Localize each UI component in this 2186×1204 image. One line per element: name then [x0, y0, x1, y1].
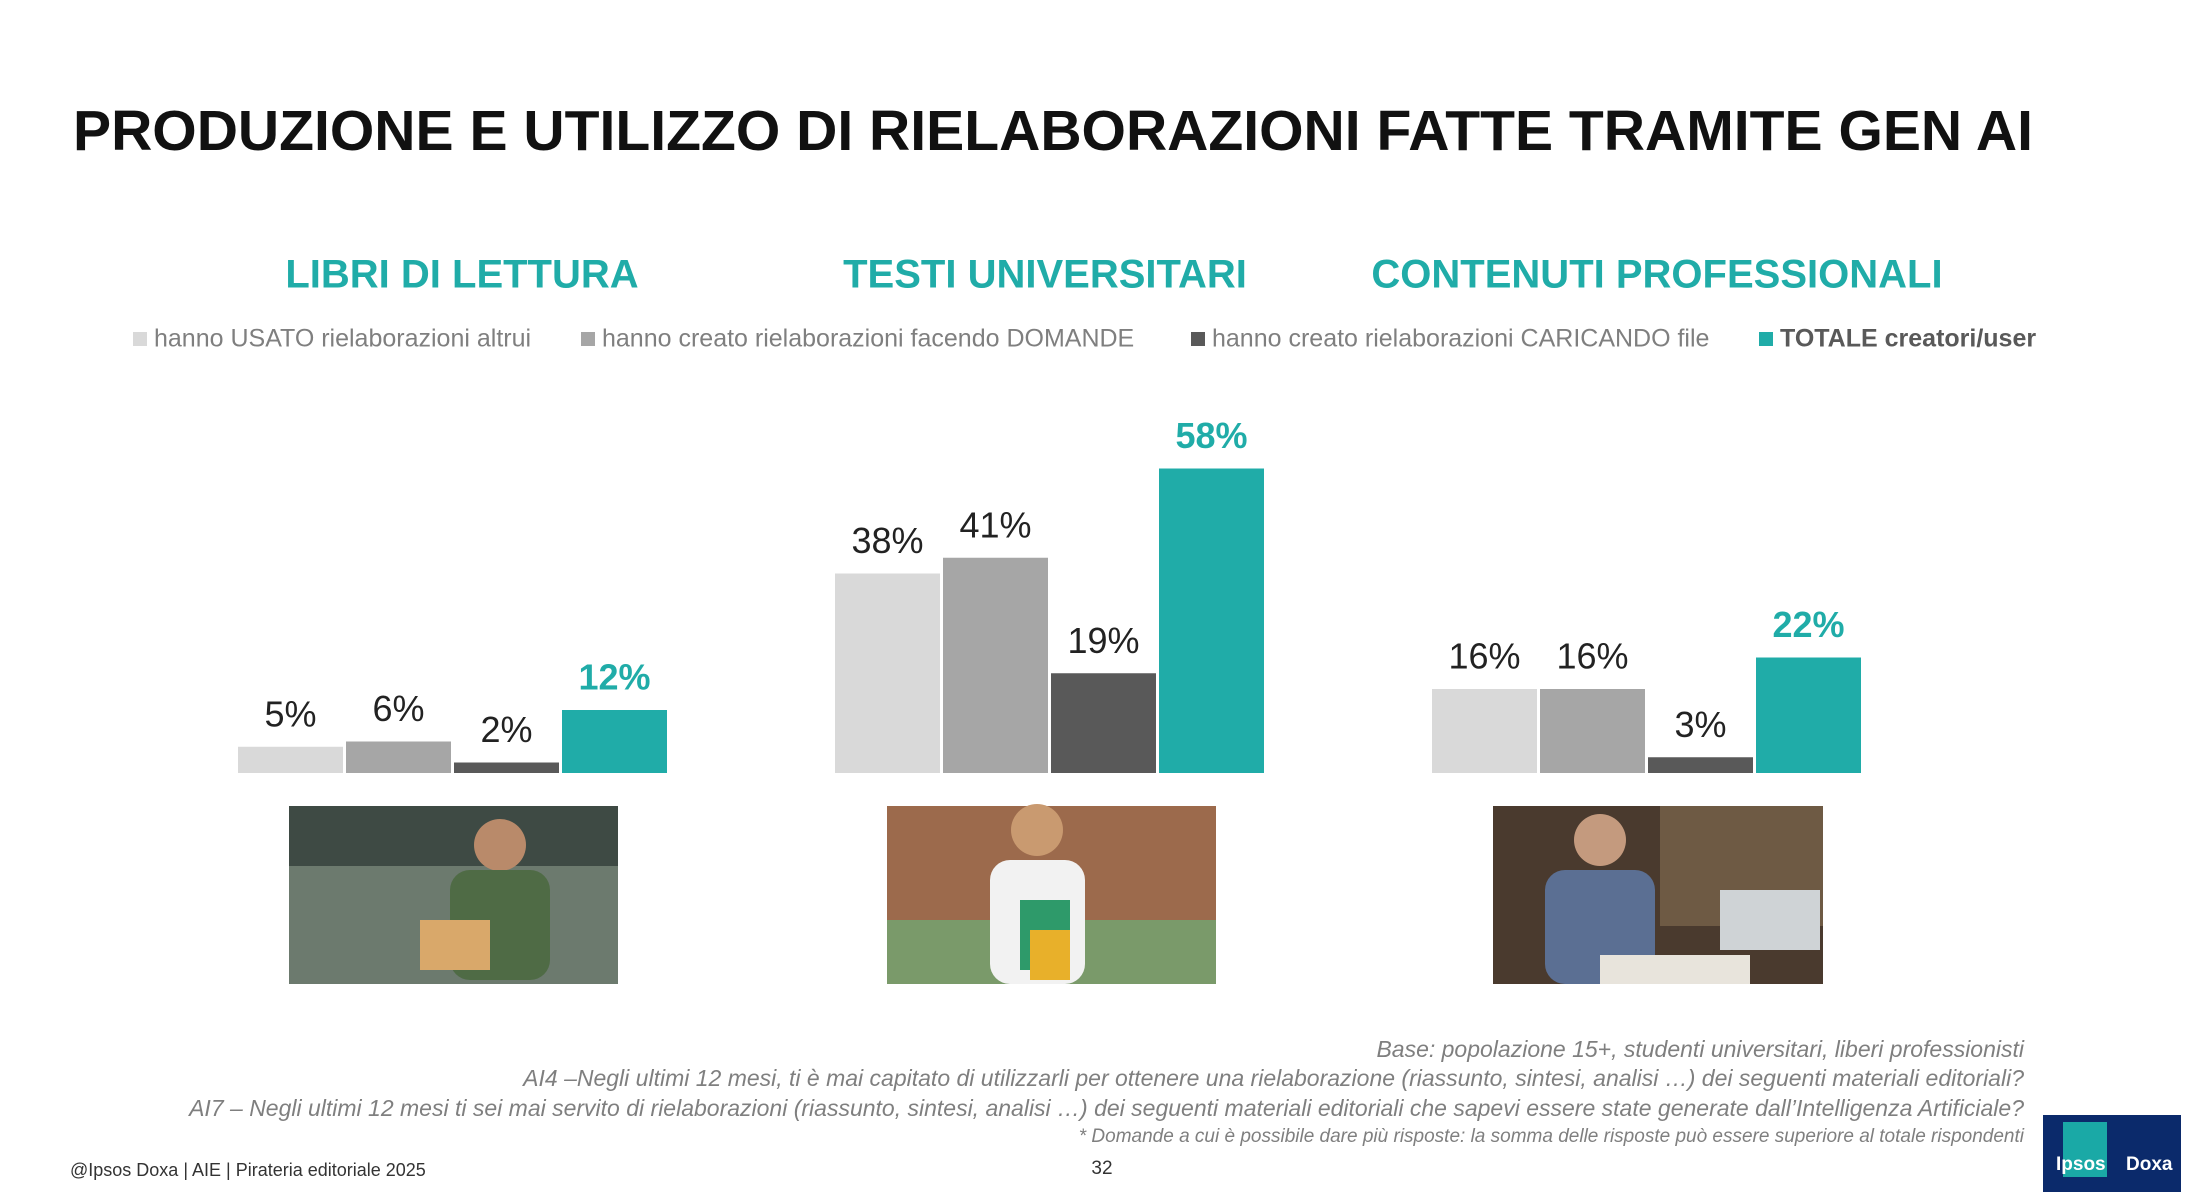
- value-label: 3%: [1674, 704, 1726, 745]
- footer: @Ipsos Doxa | AIE | Pirateria editoriale…: [70, 1160, 426, 1180]
- group-title: LIBRI DI LETTURA: [285, 253, 638, 297]
- legend-label: TOTALE creatori/user: [1780, 325, 2036, 353]
- bar: [454, 762, 559, 773]
- bar: [238, 746, 343, 773]
- value-label: 5%: [264, 693, 316, 734]
- note: Base: popolazione 15+, studenti universi…: [1376, 1036, 2024, 1062]
- legend-swatch: [1191, 332, 1205, 346]
- bar: [1540, 689, 1645, 773]
- note: * Domande a cui è possibile dare più ris…: [1079, 1126, 2025, 1147]
- value-label: 41%: [959, 504, 1031, 545]
- value-label: 58%: [1175, 415, 1247, 456]
- note: AI7 – Negli ultimi 12 mesi ti sei mai se…: [187, 1095, 2024, 1121]
- photo: [887, 804, 1216, 984]
- legend-swatch: [581, 332, 595, 346]
- value-label: 2%: [480, 709, 532, 750]
- bar: [1756, 657, 1861, 773]
- bar: [562, 710, 667, 773]
- group-title: TESTI UNIVERSITARI: [843, 253, 1247, 297]
- bar: [346, 741, 451, 773]
- value-label: 6%: [372, 688, 424, 729]
- legend-label: hanno creato rielaborazioni facendo DOMA…: [602, 325, 1134, 353]
- logo-text: Doxa: [2126, 1154, 2173, 1175]
- note: AI4 –Negli ultimi 12 mesi, ti è mai capi…: [521, 1065, 2024, 1091]
- value-label: 16%: [1556, 636, 1628, 677]
- title: PRODUZIONE E UTILIZZO DI RIELABORAZIONI …: [73, 99, 2033, 163]
- value-label: 16%: [1448, 636, 1520, 677]
- value-label: 12%: [578, 657, 650, 698]
- footnotes: Base: popolazione 15+, studenti universi…: [187, 1036, 2025, 1147]
- value-label: 38%: [851, 520, 923, 561]
- value-label: 22%: [1772, 604, 1844, 645]
- photo: [289, 806, 618, 984]
- legend-label: hanno creato rielaborazioni CARICANDO fi…: [1212, 325, 1709, 353]
- bar: [1648, 757, 1753, 773]
- value-label: 19%: [1067, 620, 1139, 661]
- bar: [835, 573, 940, 773]
- bar: [1432, 689, 1537, 773]
- group-title: CONTENUTI PROFESSIONALI: [1371, 253, 1942, 297]
- bar: [943, 557, 1048, 773]
- logo-text: Ipsos: [2056, 1154, 2106, 1175]
- bar: [1159, 468, 1264, 773]
- photo: [1493, 806, 1823, 984]
- legend-swatch: [133, 332, 147, 346]
- legend-swatch: [1759, 332, 1773, 346]
- page-number: 32: [1091, 1158, 1112, 1179]
- legend-label: hanno USATO rielaborazioni altrui: [154, 325, 531, 353]
- logo: Ipsos Doxa: [2043, 1115, 2181, 1192]
- bar: [1051, 673, 1156, 773]
